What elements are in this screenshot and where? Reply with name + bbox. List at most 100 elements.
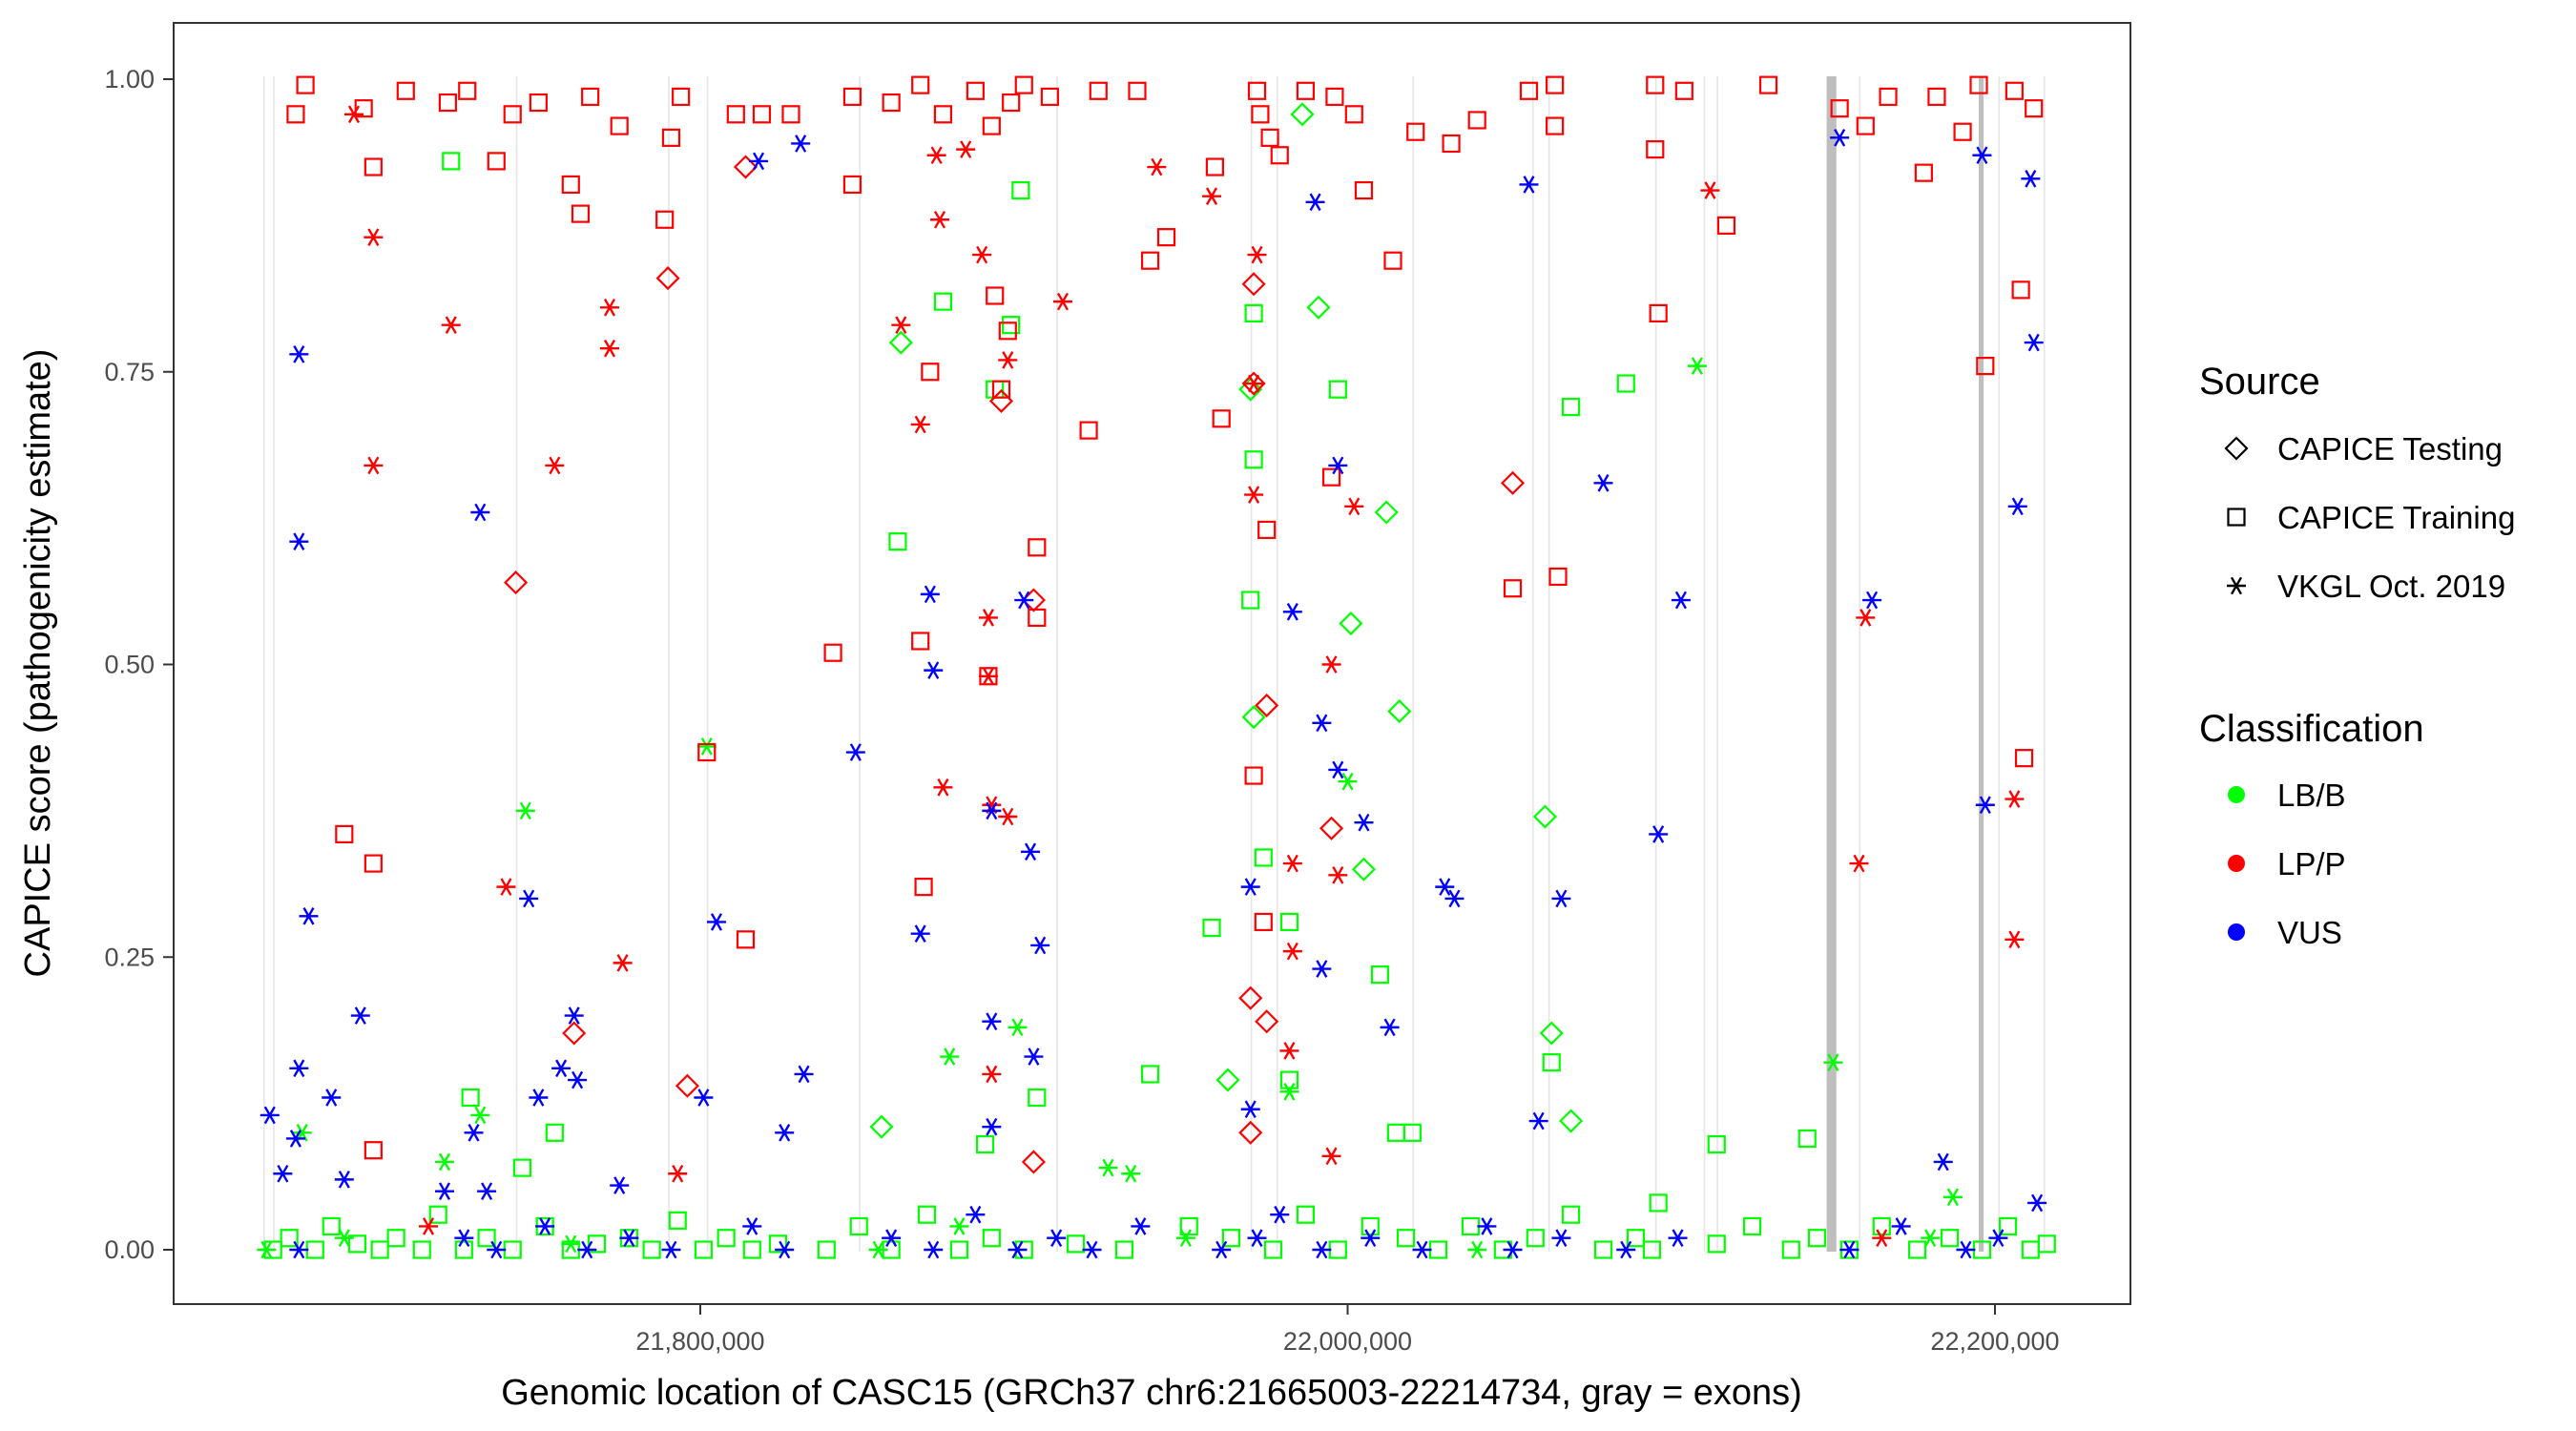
data-point — [1052, 292, 1072, 311]
data-point — [438, 93, 457, 113]
legend-dot-icon — [2228, 786, 2245, 803]
data-point — [428, 1205, 447, 1224]
data-point — [419, 1217, 439, 1235]
data-point — [1066, 1234, 1086, 1254]
data-point — [845, 743, 865, 761]
data-point — [1312, 1240, 1332, 1259]
data-point — [1649, 1193, 1668, 1213]
data-point — [661, 1240, 681, 1259]
data-point — [1668, 1229, 1688, 1248]
plot-panel — [173, 22, 2131, 1305]
data-point — [322, 1216, 341, 1236]
data-point — [1370, 965, 1390, 985]
legend-class-label: LB/B — [2277, 778, 2346, 813]
data-point — [1561, 397, 1581, 417]
data-point — [1140, 1065, 1160, 1084]
data-point — [1839, 1240, 1859, 1259]
data-point — [1956, 1240, 1976, 1259]
data-point — [1244, 486, 1264, 504]
data-point — [940, 1047, 960, 1066]
legend-classification-title: Classification — [2199, 708, 2424, 750]
data-point — [717, 1229, 736, 1248]
data-point — [998, 351, 1018, 369]
data-point — [1823, 1053, 1843, 1071]
data-point — [694, 1240, 713, 1259]
data-point — [1328, 760, 1348, 779]
axes: 21,800,000 22,000,000 22,200,000 0.00 0.25 0.… — [104, 65, 2130, 1356]
data-point — [1260, 128, 1279, 147]
legend-square-icon — [2227, 508, 2246, 527]
data-point — [1251, 105, 1270, 124]
data-point — [742, 1217, 762, 1235]
data-point — [1011, 180, 1030, 200]
data-point — [1008, 1018, 1028, 1037]
data-point — [1240, 1100, 1260, 1119]
data-point — [1247, 245, 1267, 264]
data-point — [496, 878, 516, 896]
data-point — [545, 1123, 564, 1142]
data-point — [1927, 87, 1946, 107]
data-point — [1361, 1216, 1380, 1236]
data-point — [1215, 1068, 1240, 1092]
data-point — [1921, 1229, 1941, 1248]
data-point — [956, 140, 976, 158]
data-point — [1519, 176, 1539, 194]
x-tick-label: 21,800,000 — [635, 1327, 764, 1356]
data-point — [545, 456, 565, 475]
data-point — [998, 321, 1017, 341]
y-tick-label: 0.25 — [104, 943, 155, 971]
data-point — [1244, 450, 1263, 469]
legend-diamond-icon — [2224, 436, 2249, 461]
data-point — [781, 105, 800, 124]
data-point — [998, 807, 1018, 826]
data-point — [733, 155, 758, 179]
exon-band — [706, 76, 709, 1252]
data-point — [1175, 1229, 1195, 1248]
data-point — [1649, 303, 1668, 322]
data-point — [296, 75, 315, 94]
data-point — [675, 1073, 699, 1098]
data-point — [1649, 825, 1669, 843]
data-point — [1975, 796, 1995, 815]
data-point — [794, 1065, 814, 1084]
data-point — [1542, 1053, 1561, 1072]
data-point — [273, 1164, 293, 1183]
data-point — [1240, 878, 1260, 896]
data-point — [564, 1006, 584, 1025]
data-point — [2025, 99, 2044, 118]
data-point — [1532, 804, 1557, 829]
data-point — [613, 954, 633, 972]
data-point — [1412, 1240, 1432, 1259]
data-point — [1907, 1240, 1927, 1259]
data-point — [982, 801, 1002, 820]
data-point — [966, 81, 985, 100]
data-point — [2005, 790, 2025, 808]
data-point — [933, 778, 953, 797]
data-point — [1212, 409, 1231, 428]
data-point — [1546, 116, 1565, 135]
data-point — [286, 105, 305, 124]
data-point — [668, 1164, 688, 1183]
data-point — [1205, 157, 1225, 176]
data-point — [668, 1211, 687, 1230]
data-point — [1202, 918, 1221, 938]
data-point — [1255, 693, 1279, 718]
data-point — [694, 1089, 714, 1107]
data-point — [1503, 579, 1523, 598]
data-point — [1247, 1229, 1267, 1248]
data-point — [1254, 912, 1273, 932]
x-tick-label: 22,000,000 — [1283, 1327, 1412, 1356]
data-point — [1321, 1147, 1341, 1166]
data-point — [1546, 75, 1565, 94]
data-point — [529, 1089, 549, 1107]
data-point — [1716, 216, 1736, 235]
data-point — [1380, 1018, 1400, 1037]
data-point — [364, 456, 384, 475]
exon-band — [1979, 76, 1984, 1252]
legend-source-label: VKGL Oct. 2019 — [2277, 569, 2505, 604]
data-point — [1707, 1134, 1726, 1154]
data-point — [364, 228, 384, 246]
data-point — [1282, 854, 1302, 873]
data-point — [1444, 889, 1465, 908]
